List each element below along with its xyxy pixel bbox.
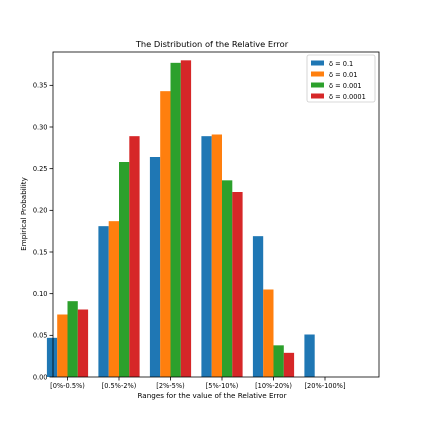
bar-series-1-cat-4 <box>263 289 274 377</box>
legend-label-3: δ = 0.0001 <box>329 93 366 101</box>
y-tick-label: 0.15 <box>33 248 48 256</box>
y-tick-label: 0.20 <box>33 207 48 215</box>
legend-swatch-2 <box>311 82 324 88</box>
y-tick-label: 0.10 <box>33 290 48 298</box>
bar-series-2-cat-4 <box>273 345 284 377</box>
y-tick-label: 0.35 <box>33 82 48 90</box>
y-tick-label: 0.00 <box>33 373 48 381</box>
bar-series-0-cat-4 <box>252 236 264 377</box>
x-tick-label: [0%-0.5%) <box>50 382 85 390</box>
x-tick-label: [20%-100%] <box>304 382 345 390</box>
x-axis-label: Ranges for the value of the Relative Err… <box>137 391 286 400</box>
legend-box <box>306 54 376 103</box>
bar-series-0-cat-1 <box>98 226 109 377</box>
bars-group <box>46 60 315 378</box>
x-tick-label: [2%-5%) <box>156 382 184 390</box>
legend: δ = 0.1 δ = 0.01 δ = 0.001 δ = 0.0001 <box>306 54 376 103</box>
bar-series-1-cat-1 <box>108 221 119 377</box>
bar-series-2-cat-3 <box>222 180 233 377</box>
legend-swatch-3 <box>311 93 324 99</box>
legend-label-2: δ = 0.001 <box>329 82 362 90</box>
x-tick-label: [0.5%-2%) <box>102 382 137 390</box>
y-tick-label: 0.05 <box>33 332 48 340</box>
bar-series-0-cat-3 <box>201 136 212 377</box>
bar-series-3-cat-1 <box>129 136 140 377</box>
axes-group: 0.00 0.05 0.10 0.15 0.20 0.25 0.30 0.35 [0%-0.5%… <box>33 51 380 390</box>
bar-series-0-cat-0 <box>46 337 58 377</box>
bar-series-3-cat-2 <box>180 60 192 377</box>
y-axis-label: Empirical Probability <box>19 176 28 250</box>
x-tick-label: [10%-20%) <box>255 382 292 390</box>
bar-series-2-cat-1 <box>119 162 130 377</box>
x-tick-label: [5%-10%) <box>206 382 239 390</box>
bar-series-0-cat-2 <box>149 157 161 377</box>
chart-title: The Distribution of the Relative Error <box>135 39 289 49</box>
bar-series-1-cat-0 <box>57 314 68 377</box>
legend-swatch-0 <box>311 60 324 66</box>
y-tick-label: 0.25 <box>33 165 48 173</box>
legend-label-1: δ = 0.01 <box>329 71 357 79</box>
bar-series-2-cat-0 <box>67 301 78 377</box>
bar-series-3-cat-4 <box>283 352 295 377</box>
legend-swatch-1 <box>311 71 324 77</box>
bar-series-0-cat-5 <box>304 334 315 377</box>
bar-series-3-cat-3 <box>232 192 243 377</box>
bar-series-3-cat-0 <box>77 309 89 377</box>
bar-series-1-cat-3 <box>211 134 222 377</box>
y-tick-label: 0.30 <box>33 123 48 131</box>
plot-frame <box>52 51 380 378</box>
legend-label-0: δ = 0.1 <box>329 60 353 68</box>
bar-series-1-cat-2 <box>160 91 171 378</box>
bar-series-2-cat-2 <box>170 62 181 377</box>
